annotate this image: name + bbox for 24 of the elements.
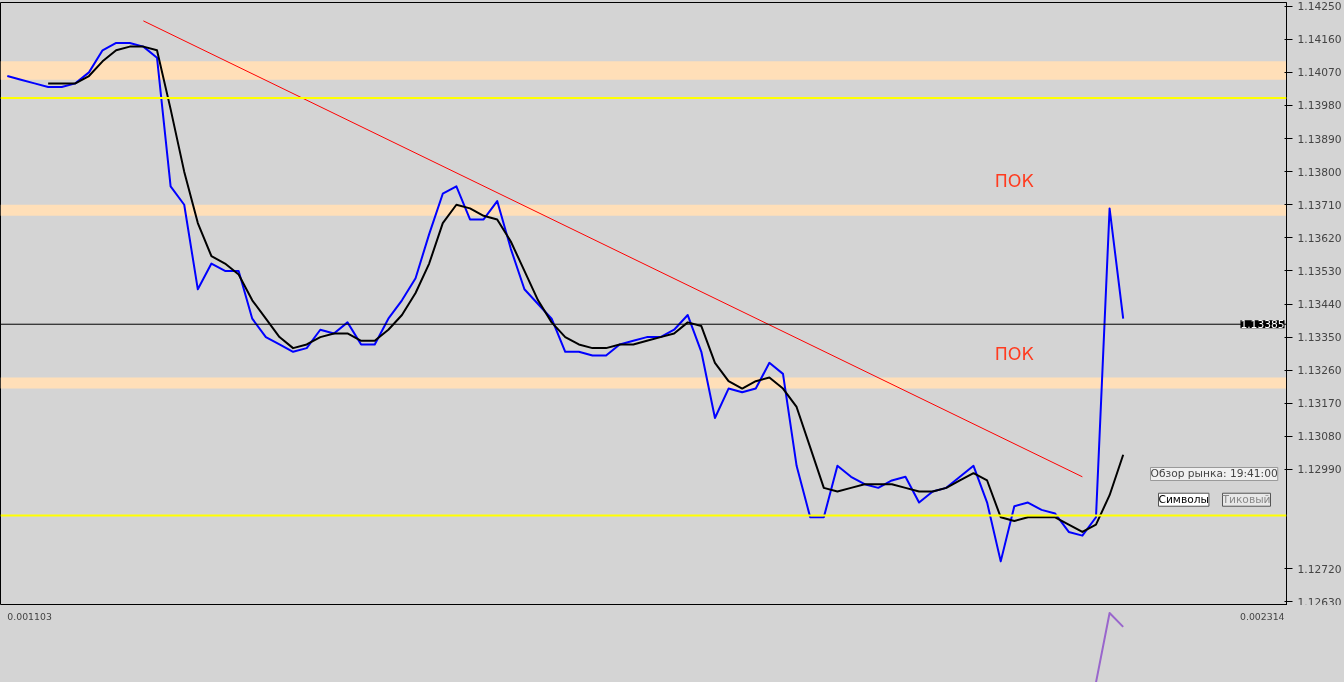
- text: Обзор рынка: 19:41:00: [1150, 467, 1278, 481]
- annotation: 0.001103: [7, 610, 52, 622]
- y-tick-label: 1.12990: [1297, 463, 1342, 477]
- y-tick-label: 1.14070: [1297, 66, 1342, 80]
- y-tick-label: 1.12630: [1297, 595, 1342, 609]
- y-tick-label: 1.13980: [1297, 99, 1342, 113]
- text: 0.002314: [1239, 610, 1285, 622]
- y-tick-label: 1.14160: [1297, 33, 1342, 47]
- y-tick-label: 1.13440: [1297, 298, 1342, 311]
- y-tick-label: 1.13080: [1297, 430, 1342, 444]
- y-tick-label: 1.13260: [1297, 364, 1342, 378]
- y-tick-label: 1.13530: [1297, 264, 1342, 278]
- y-tick-label: 1.13890: [1297, 132, 1342, 146]
- text: Символы: [1158, 493, 1209, 507]
- y-tick-label: 1.13800: [1297, 165, 1342, 179]
- band-label: ПОК: [994, 170, 1034, 191]
- y-tick-label: 1.14250: [1297, 0, 1342, 14]
- y-tick-label: 1.13350: [1297, 331, 1342, 345]
- y-tick-label: 1.13170: [1297, 397, 1342, 411]
- y-tick-label: 1.12720: [1297, 562, 1342, 576]
- y-tick-label: 1.13710: [1297, 198, 1342, 212]
- y-tick-label: 1.13620: [1297, 231, 1342, 245]
- band-label: ПОК: [994, 343, 1034, 364]
- ref-line-label: 1.13385: [1240, 318, 1285, 332]
